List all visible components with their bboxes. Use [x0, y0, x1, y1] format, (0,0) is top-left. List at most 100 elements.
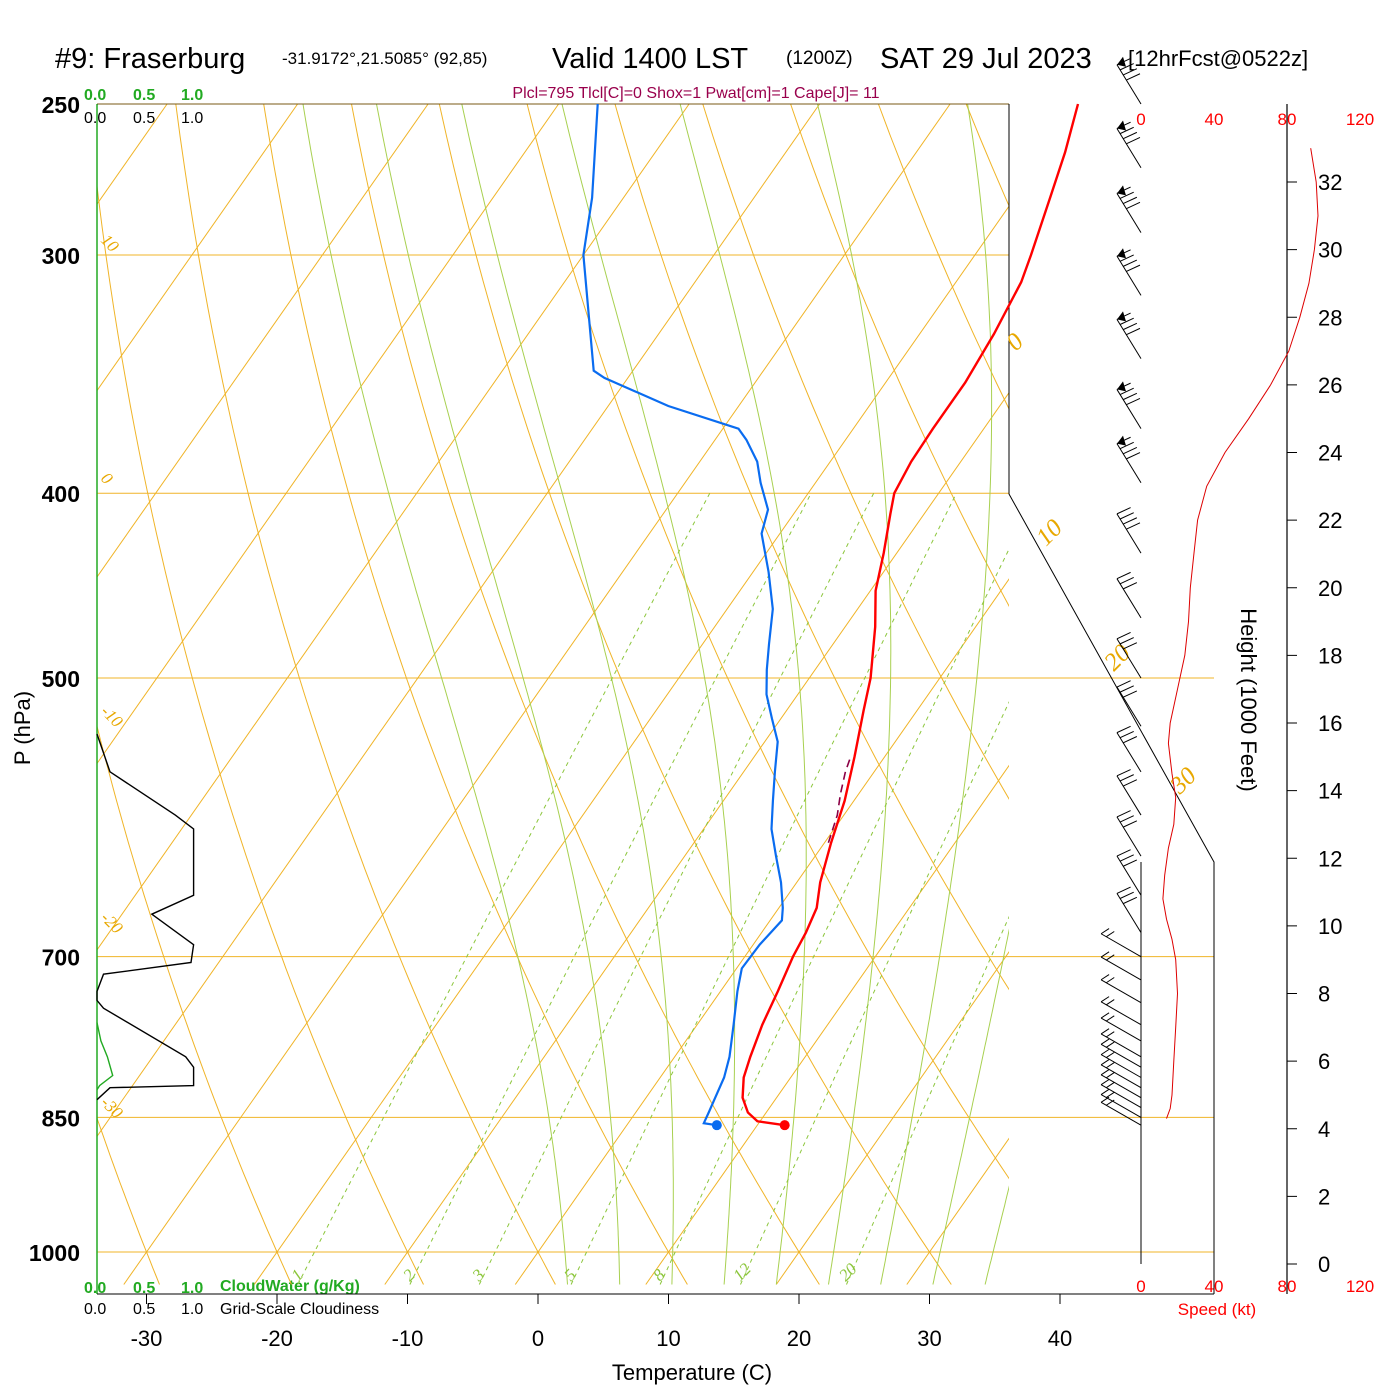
wind-barb [1116, 632, 1142, 679]
dry-adiabat-line [97, 724, 292, 1285]
temperature-tick-label: 30 [917, 1326, 941, 1351]
title-date: SAT 29 Jul 2023 [880, 43, 1092, 75]
mixing-ratio-line [659, 548, 1009, 1285]
dry-adiabat-line [97, 1116, 160, 1285]
isotherm-label-left: 0 [97, 469, 117, 489]
isotherm-line [906, 1137, 1009, 1285]
wind-barb [1116, 680, 1142, 727]
moist-adiabat-line [880, 104, 993, 1285]
mixing-ratio-line [570, 492, 957, 1285]
temperature-tick-label: -20 [261, 1326, 293, 1351]
parcel-line [827, 756, 852, 843]
speed-tick-label-bottom: 40 [1205, 1277, 1224, 1296]
pressure-axis-label: P (hPa) [10, 691, 35, 765]
height-tick-label: 4 [1318, 1117, 1330, 1142]
height-tick-label: 26 [1318, 373, 1342, 398]
mixing-ratio-label: 12 [729, 1259, 755, 1285]
wind-barb [1116, 311, 1142, 359]
temperature-tick-label: 10 [656, 1326, 680, 1351]
isotherm-label-right: 0 [1001, 328, 1029, 356]
cloudiness-scale-bottom-1: 0.5 [133, 1301, 155, 1318]
height-tick-label: 12 [1318, 846, 1342, 871]
speed-tick-label-bottom: 120 [1346, 1277, 1374, 1296]
isotherm-line [253, 205, 1009, 1285]
isotherm-line [1037, 104, 1400, 1285]
wind-barb [1100, 1096, 1142, 1126]
temperature-tick-label: -10 [392, 1326, 424, 1351]
pressure-tick-label: 400 [42, 481, 80, 507]
wind-barb [1100, 1028, 1142, 1058]
dry-adiabat-line [351, 104, 820, 1285]
right-frame-line [1008, 104, 1215, 1294]
title-station: #9: Fraserburg [55, 43, 245, 75]
wind-barb [1116, 248, 1142, 296]
moist-adiabat-line [376, 104, 621, 1285]
temperature-line [741, 103, 1080, 1127]
dry-adiabats [97, 104, 1400, 1285]
height-tick-label: 18 [1318, 643, 1342, 668]
moist-adiabat-line [984, 1185, 1009, 1285]
isotherm-line [97, 104, 299, 392]
moist-adiabat-line [461, 104, 674, 1285]
height-tick-label: 6 [1318, 1049, 1330, 1074]
title-forecast: [12hrFcst@0522z] [1128, 46, 1308, 71]
isotherm-line [645, 764, 1009, 1285]
indices-text: Plcl=795 Tlcl[C]=0 Shox=1 Pwat[cm]=1 Cap… [512, 85, 879, 102]
mixing-ratio-line [478, 492, 875, 1285]
isotherm-label-right: 30 [1164, 762, 1202, 800]
temperature-tick-label: -30 [131, 1326, 163, 1351]
cloudwater-scale-bottom-1: 0.5 [133, 1280, 155, 1297]
cloudwater-profile [96, 1022, 114, 1091]
wind-barb [1116, 435, 1142, 484]
wind-barb [1116, 120, 1142, 168]
isotherm-line [514, 578, 1009, 1285]
wind-barb [1116, 810, 1142, 857]
wind-barb [1116, 571, 1142, 619]
pressure-tick-label: 700 [42, 945, 80, 971]
wind-barb [1100, 1048, 1142, 1078]
cloudiness-profile [96, 733, 195, 1101]
dry-adiabat-line [97, 181, 424, 1285]
isotherm-label-left: -20 [97, 908, 127, 938]
temperature-tick-label: 40 [1048, 1326, 1072, 1351]
isotherm-line [384, 391, 1009, 1285]
wind-barb [1100, 974, 1142, 1004]
wind-barb [1116, 725, 1142, 773]
wind-barb [1100, 1012, 1142, 1042]
surface-dewpoint-dot [711, 1120, 722, 1131]
height-tick-label: 2 [1318, 1184, 1330, 1209]
cloudiness-scale-top-0: 0.0 [84, 110, 106, 127]
dry-adiabat-line [1142, 104, 1400, 1285]
dewpoint-line [582, 103, 784, 1127]
cloudwater-scale-bottom-2: 1.0 [181, 1280, 203, 1297]
dry-adiabat-line [438, 104, 952, 1285]
wind-barb [1116, 769, 1142, 816]
temperature-tick-label: 0 [532, 1326, 544, 1351]
moist-adiabat-line [679, 104, 807, 1285]
height-tick-label: 16 [1318, 711, 1342, 736]
isotherm-label-right: 10 [1031, 514, 1068, 551]
speed-tick-label-top: 40 [1205, 110, 1224, 129]
cloudiness-scale-bottom-2: 1.0 [181, 1301, 203, 1318]
pressure-gridlines [97, 103, 1214, 1253]
surface-temperature-dot [779, 1120, 790, 1131]
dry-adiabat-line [526, 104, 1009, 1180]
dry-adiabat-line [965, 104, 1009, 207]
wind-barb [1100, 1038, 1142, 1068]
dry-adiabat-line [790, 104, 1009, 608]
cloudiness-scale-bottom-0: 0.0 [84, 1301, 106, 1318]
temperature-tick-label: 20 [787, 1326, 811, 1351]
isotherm-line [97, 104, 690, 951]
mixing-ratio-line [846, 915, 1009, 1285]
height-tick-label: 8 [1318, 982, 1330, 1007]
height-tick-label: 24 [1318, 441, 1342, 466]
pressure-tick-label: 500 [42, 666, 80, 692]
wind-speed-line [1162, 148, 1319, 1119]
pressure-tick-label: 300 [42, 243, 80, 269]
dry-adiabat-line [1318, 104, 1400, 1285]
height-tick-label: 10 [1318, 914, 1342, 939]
speed-tick-label-top: 0 [1136, 110, 1145, 129]
dry-adiabat-line [263, 104, 688, 1285]
mixing-ratio-label: 3 [468, 1265, 488, 1285]
